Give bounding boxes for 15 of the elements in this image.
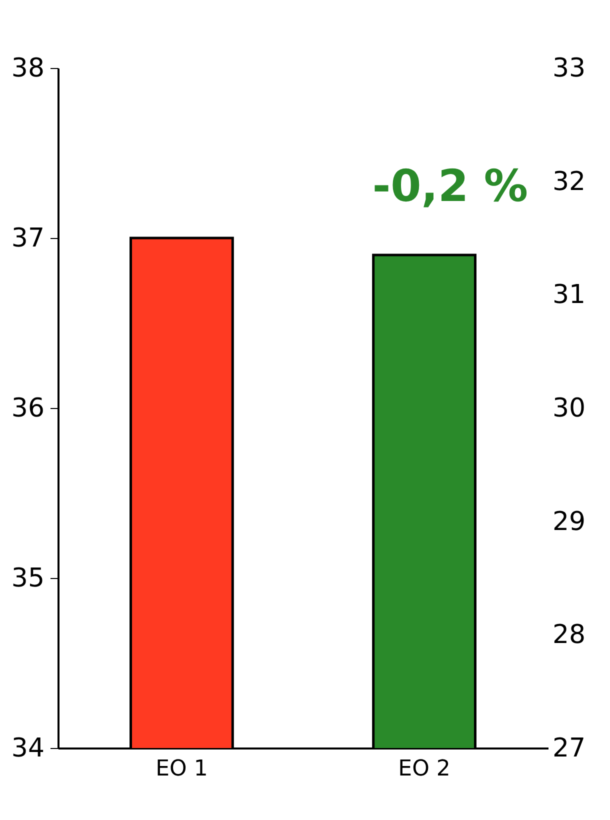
y2-tick-label: 30 [552, 394, 586, 424]
x-tick-label: EO 1 [156, 756, 208, 782]
y2-tick-label: 33 [552, 54, 586, 84]
y-tick-label: 34 [11, 734, 44, 764]
y-tick-label: 38 [11, 54, 44, 84]
y-tick-label: 35 [11, 564, 44, 594]
y-tick-label: 37 [11, 224, 44, 254]
y2-tick-label: 32 [552, 166, 586, 197]
y2-tick-label: 28 [552, 620, 586, 650]
y2-tick-label: 29 [552, 506, 586, 537]
annotation: -0,2 % [372, 161, 528, 212]
x-tick-label: EO 2 [398, 756, 450, 782]
y2-tick-label: 31 [552, 280, 586, 310]
y-tick-label: 36 [11, 394, 44, 424]
y2-tick-label: 27 [552, 734, 586, 764]
